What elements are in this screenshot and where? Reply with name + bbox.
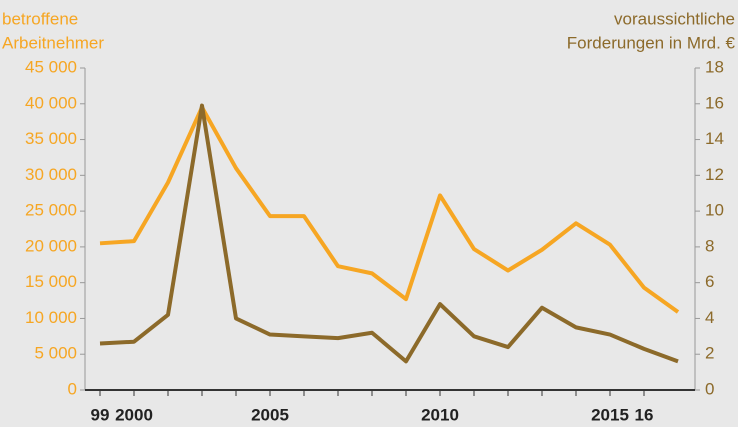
y-tick-label: 20 000 bbox=[25, 236, 77, 255]
y-tick-label: 10 000 bbox=[25, 308, 77, 327]
y2-tick-label: 4 bbox=[705, 308, 714, 327]
y2-tick-label: 0 bbox=[705, 379, 714, 398]
x-tick-label: 2015 bbox=[591, 405, 629, 424]
y2-tick-label: 6 bbox=[705, 272, 714, 291]
line-series bbox=[99, 105, 680, 314]
y-tick-label: 0 bbox=[68, 379, 77, 398]
y-tick-label: 35 000 bbox=[25, 129, 77, 148]
y2-tick-label: 10 bbox=[705, 201, 724, 220]
y-tick-label: 30 000 bbox=[25, 165, 77, 184]
y-tick-label: 40 000 bbox=[25, 93, 77, 112]
line-series bbox=[99, 103, 679, 364]
y-tick-label: 15 000 bbox=[25, 272, 77, 291]
y2-tick-label: 2 bbox=[705, 344, 714, 363]
y2-axis-title: Forderungen in Mrd. € bbox=[567, 33, 736, 52]
y-tick-label: 5 000 bbox=[34, 344, 77, 363]
x-tick-label: 16 bbox=[635, 405, 654, 424]
y2-tick-label: 8 bbox=[705, 236, 714, 255]
y-axis-title: betroffene bbox=[2, 9, 78, 28]
y-tick-label: 45 000 bbox=[25, 57, 77, 76]
y2-tick-label: 16 bbox=[705, 93, 724, 112]
y2-axis-title: voraussichtliche bbox=[614, 9, 735, 28]
y2-tick-label: 18 bbox=[705, 57, 724, 76]
x-tick-label: 2005 bbox=[251, 405, 289, 424]
y2-tick-label: 14 bbox=[705, 129, 724, 148]
y-tick-label: 25 000 bbox=[25, 201, 77, 220]
x-tick-label: 2000 bbox=[115, 405, 153, 424]
y-axis-title: Arbeitnehmer bbox=[2, 33, 104, 52]
y2-tick-label: 12 bbox=[705, 165, 724, 184]
x-tick-label: 99 bbox=[91, 405, 110, 424]
x-tick-label: 2010 bbox=[421, 405, 459, 424]
